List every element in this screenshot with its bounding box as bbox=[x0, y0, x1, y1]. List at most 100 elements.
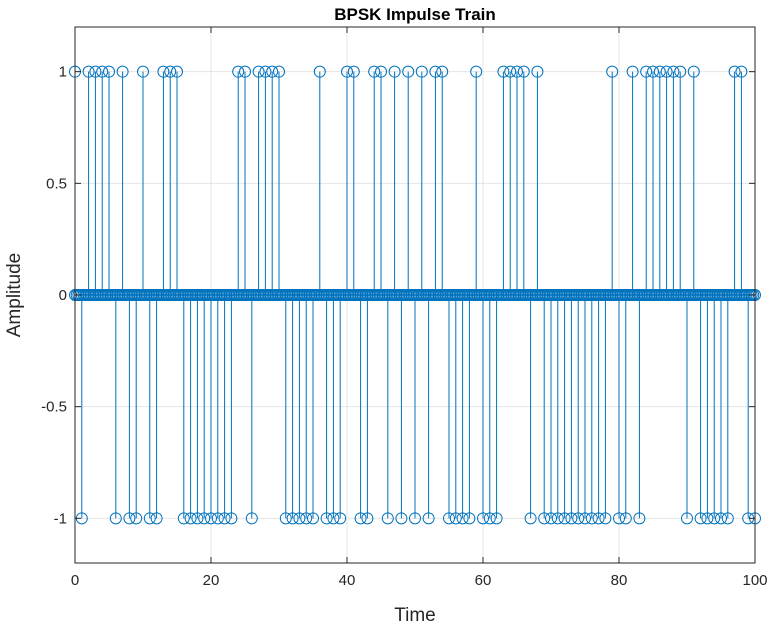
stem-marker bbox=[490, 512, 503, 525]
stem-marker bbox=[531, 65, 544, 78]
x-tick-label: 0 bbox=[71, 572, 79, 589]
data-stems bbox=[69, 65, 761, 525]
stem-marker bbox=[538, 512, 551, 525]
stem-marker bbox=[565, 512, 578, 525]
stem-marker bbox=[619, 512, 632, 525]
stem-marker bbox=[511, 65, 523, 78]
stem-marker bbox=[82, 65, 95, 78]
stem-marker bbox=[626, 65, 639, 78]
stem-marker bbox=[313, 65, 326, 78]
stem-marker bbox=[653, 65, 666, 78]
stem-marker bbox=[633, 512, 646, 525]
stem-marker bbox=[130, 512, 143, 525]
stem-marker bbox=[429, 65, 442, 78]
stem-marker bbox=[660, 65, 673, 78]
stem-marker bbox=[225, 512, 238, 525]
stem-marker bbox=[218, 512, 231, 525]
stem-marker bbox=[354, 512, 367, 525]
chart-title: BPSK Impulse Train bbox=[334, 5, 496, 24]
y-tick-label: -1 bbox=[54, 510, 67, 527]
stem-marker bbox=[735, 65, 748, 78]
stem-marker bbox=[640, 65, 653, 78]
stem-marker bbox=[728, 65, 741, 78]
stem-marker bbox=[368, 65, 381, 78]
x-tick-label: 60 bbox=[475, 572, 492, 589]
stem-marker bbox=[701, 512, 714, 525]
x-tick-label: 20 bbox=[203, 572, 220, 589]
stem-marker bbox=[422, 512, 435, 525]
tick-labels: 0 20 40 60 80 100 -1 -0.5 0 0.5 1 bbox=[41, 27, 768, 589]
stem-marker bbox=[388, 65, 401, 78]
stem-marker bbox=[205, 512, 217, 525]
stem-marker bbox=[606, 65, 619, 78]
stem-marker bbox=[123, 512, 136, 525]
stem-marker bbox=[409, 512, 421, 525]
stem-marker bbox=[579, 512, 591, 525]
stem-marker bbox=[307, 512, 319, 525]
stem-marker bbox=[293, 512, 306, 525]
stem-marker bbox=[89, 65, 102, 78]
y-tick-label: 0 bbox=[59, 287, 67, 304]
stem-marker bbox=[143, 512, 156, 525]
stem-marker bbox=[436, 65, 449, 78]
stem-marker bbox=[402, 65, 415, 78]
stem-marker bbox=[721, 512, 734, 525]
stem-marker bbox=[647, 65, 659, 78]
stem-marker bbox=[375, 65, 387, 78]
stem-marker bbox=[381, 512, 394, 525]
stem-marker bbox=[347, 65, 360, 78]
y-tick-label: -0.5 bbox=[41, 399, 67, 416]
stem-marker bbox=[116, 65, 129, 78]
stem-marker bbox=[259, 65, 272, 78]
y-axis-label: Amplitude bbox=[4, 253, 25, 338]
stem-marker bbox=[334, 512, 347, 525]
stem-marker bbox=[715, 512, 727, 525]
stem-marker bbox=[211, 512, 224, 525]
stem-marker bbox=[279, 512, 292, 525]
stem-marker bbox=[497, 65, 510, 78]
stem-marker bbox=[157, 65, 170, 78]
stem-marker bbox=[599, 512, 612, 525]
x-tick-label: 80 bbox=[611, 572, 628, 589]
stem-marker bbox=[177, 512, 190, 525]
stem-marker bbox=[300, 512, 313, 525]
stem-marker bbox=[694, 512, 707, 525]
x-tick-label: 100 bbox=[742, 572, 767, 589]
stem-marker bbox=[164, 65, 177, 78]
stem-marker bbox=[572, 512, 585, 525]
stem-marker bbox=[266, 65, 279, 78]
stem-marker bbox=[463, 512, 476, 525]
stem-marker bbox=[477, 512, 489, 525]
x-axis-label: Time bbox=[394, 605, 436, 626]
stem-marker bbox=[137, 65, 149, 78]
stem-marker bbox=[341, 65, 353, 78]
stem-marker bbox=[184, 512, 197, 525]
stem-marker bbox=[456, 512, 469, 525]
stem-marker bbox=[558, 512, 571, 525]
y-tick-label: 1 bbox=[59, 64, 67, 81]
stem-marker bbox=[708, 512, 721, 525]
stem-marker bbox=[96, 65, 109, 78]
stem-marker bbox=[239, 65, 251, 78]
stem-marker bbox=[545, 512, 557, 525]
stem-marker bbox=[273, 65, 285, 78]
stem-marker bbox=[551, 512, 564, 525]
stem-marker bbox=[667, 65, 680, 78]
stem-marker bbox=[483, 512, 496, 525]
stem-marker bbox=[524, 512, 537, 525]
stem-marker bbox=[245, 512, 258, 525]
stem-marker bbox=[443, 512, 455, 525]
stem-marker bbox=[687, 65, 700, 78]
stem-marker bbox=[517, 65, 530, 78]
stem-marker bbox=[286, 512, 299, 525]
stem-marker bbox=[150, 512, 163, 525]
stem-marker bbox=[232, 65, 245, 78]
stem-marker bbox=[191, 512, 204, 525]
stem-marker bbox=[415, 65, 428, 78]
stem-marker bbox=[674, 65, 687, 78]
stem-marker bbox=[681, 512, 693, 525]
stem-marker bbox=[320, 512, 333, 525]
stem-marker bbox=[109, 512, 122, 525]
stem-marker bbox=[470, 65, 483, 78]
